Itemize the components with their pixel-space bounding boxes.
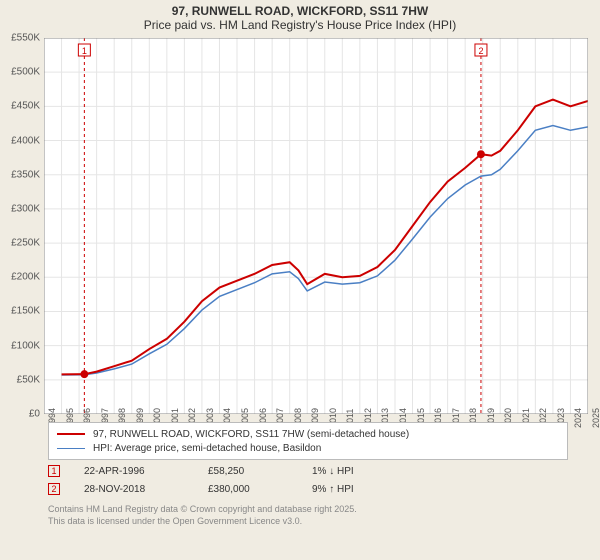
y-tick-label: £250K xyxy=(11,238,40,249)
transaction-row: 1 22-APR-1996 £58,250 1% ↓ HPI xyxy=(48,462,568,480)
y-tick-label: £300K xyxy=(11,203,40,214)
chart-title: 97, RUNWELL ROAD, WICKFORD, SS11 7HW xyxy=(0,4,600,18)
x-tick-label: 2025 xyxy=(591,408,600,428)
footer-line: Contains HM Land Registry data © Crown c… xyxy=(48,504,357,516)
x-tick-label: 2024 xyxy=(573,408,583,428)
legend-label: 97, RUNWELL ROAD, WICKFORD, SS11 7HW (se… xyxy=(93,429,409,440)
transaction-marker: 1 xyxy=(48,465,60,477)
transaction-marker: 2 xyxy=(48,483,60,495)
transaction-date: 28-NOV-2018 xyxy=(84,484,184,495)
chart-container: 97, RUNWELL ROAD, WICKFORD, SS11 7HW Pri… xyxy=(0,0,600,560)
transaction-delta: 9% ↑ HPI xyxy=(312,484,412,495)
transaction-date: 22-APR-1996 xyxy=(84,466,184,477)
legend-label: HPI: Average price, semi-detached house,… xyxy=(93,443,321,454)
y-tick-label: £50K xyxy=(17,374,40,385)
y-tick-label: £500K xyxy=(11,67,40,78)
chart-title-block: 97, RUNWELL ROAD, WICKFORD, SS11 7HW Pri… xyxy=(0,0,600,34)
y-tick-label: £350K xyxy=(11,169,40,180)
chart-plot-area: 12 xyxy=(44,38,588,414)
y-tick-label: £400K xyxy=(11,135,40,146)
y-axis-labels: £0£50K£100K£150K£200K£250K£300K£350K£400… xyxy=(0,38,42,414)
chart-subtitle: Price paid vs. HM Land Registry's House … xyxy=(0,18,600,32)
footer-attribution: Contains HM Land Registry data © Crown c… xyxy=(48,504,357,527)
y-tick-label: £150K xyxy=(11,306,40,317)
y-tick-label: £0 xyxy=(29,409,40,420)
legend-item-hpi: HPI: Average price, semi-detached house,… xyxy=(57,441,559,455)
transaction-delta: 1% ↓ HPI xyxy=(312,466,412,477)
svg-text:1: 1 xyxy=(82,46,87,56)
transaction-price: £58,250 xyxy=(208,466,288,477)
legend: 97, RUNWELL ROAD, WICKFORD, SS11 7HW (se… xyxy=(48,422,568,460)
y-tick-label: £450K xyxy=(11,101,40,112)
chart-svg: 12 xyxy=(44,38,588,414)
y-tick-label: £100K xyxy=(11,340,40,351)
transaction-price: £380,000 xyxy=(208,484,288,495)
transaction-row: 2 28-NOV-2018 £380,000 9% ↑ HPI xyxy=(48,480,568,498)
svg-text:2: 2 xyxy=(478,46,483,56)
transaction-table: 1 22-APR-1996 £58,250 1% ↓ HPI 2 28-NOV-2018 £… xyxy=(48,462,568,498)
y-tick-label: £550K xyxy=(11,33,40,44)
y-tick-label: £200K xyxy=(11,272,40,283)
footer-line: This data is licensed under the Open Gov… xyxy=(48,516,357,528)
legend-swatch xyxy=(57,448,85,449)
legend-item-price-paid: 97, RUNWELL ROAD, WICKFORD, SS11 7HW (se… xyxy=(57,427,559,441)
legend-swatch xyxy=(57,433,85,435)
